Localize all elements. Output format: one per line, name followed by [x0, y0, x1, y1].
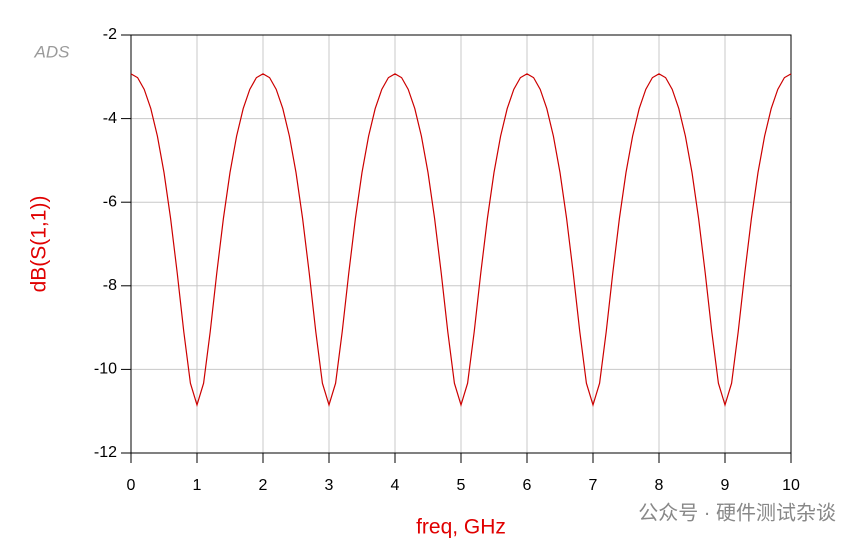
x-tick-label: 7	[589, 477, 598, 494]
y-axis-label: dB(S(1,1))	[28, 196, 51, 293]
y-tick-label: -2	[103, 26, 117, 43]
ads-logo: ADS	[34, 42, 71, 61]
y-tick-label: -4	[103, 110, 117, 127]
x-tick-label: 4	[391, 477, 400, 494]
plot-frame	[130, 34, 792, 454]
x-tick-label: 5	[457, 477, 466, 494]
x-tick-label: 2	[259, 477, 268, 494]
y-tick-label: -8	[103, 277, 117, 294]
x-tick-label: 9	[721, 477, 730, 494]
x-tick-label: 0	[127, 477, 136, 494]
y-tick-label: -12	[94, 444, 117, 461]
watermark: 公众号 · 硬件测试杂谈	[638, 501, 836, 524]
x-tick-label: 10	[782, 477, 800, 494]
x-tick-label: 6	[523, 477, 532, 494]
x-tick-label: 8	[655, 477, 664, 494]
y-tick-label: -10	[94, 361, 117, 378]
x-axis-label: freq, GHz	[416, 516, 506, 539]
y-tick-label: -6	[103, 193, 117, 210]
data-line	[130, 73, 792, 407]
x-tick-label: 3	[325, 477, 334, 494]
x-tick-label: 1	[193, 477, 202, 494]
